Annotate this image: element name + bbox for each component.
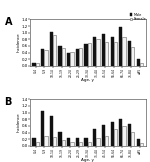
- Bar: [88, 43, 91, 66]
- Bar: [32, 63, 36, 66]
- Bar: [114, 129, 117, 146]
- Bar: [50, 32, 53, 66]
- Bar: [136, 139, 140, 146]
- Bar: [32, 138, 36, 146]
- Bar: [62, 48, 65, 66]
- Bar: [93, 129, 96, 146]
- Bar: [58, 132, 62, 146]
- Bar: [102, 125, 105, 146]
- Bar: [102, 34, 105, 66]
- Bar: [119, 27, 123, 66]
- Bar: [53, 35, 56, 66]
- Text: B: B: [5, 97, 12, 107]
- Bar: [36, 142, 39, 146]
- Bar: [53, 137, 56, 146]
- Y-axis label: Incidence: Incidence: [16, 33, 20, 52]
- Bar: [111, 122, 114, 146]
- Bar: [140, 63, 143, 66]
- Bar: [88, 142, 91, 146]
- Bar: [79, 143, 82, 146]
- Bar: [36, 63, 39, 66]
- Bar: [41, 111, 44, 146]
- Bar: [76, 139, 79, 146]
- Bar: [41, 49, 44, 66]
- Bar: [58, 46, 62, 66]
- Bar: [128, 124, 131, 146]
- Bar: [128, 41, 131, 66]
- Bar: [131, 132, 134, 146]
- Text: A: A: [5, 17, 12, 27]
- Legend: Male, Female: Male, Female: [130, 13, 146, 21]
- Bar: [96, 39, 100, 66]
- Bar: [84, 44, 88, 66]
- Bar: [50, 116, 53, 146]
- Bar: [67, 138, 70, 146]
- Bar: [111, 37, 114, 66]
- Bar: [44, 136, 48, 146]
- Bar: [136, 59, 140, 66]
- Bar: [67, 53, 70, 66]
- Bar: [44, 50, 48, 66]
- Bar: [140, 143, 143, 146]
- X-axis label: Age, y: Age, y: [81, 158, 94, 162]
- Bar: [62, 140, 65, 146]
- Bar: [70, 52, 74, 66]
- Bar: [84, 138, 88, 146]
- Bar: [70, 142, 74, 146]
- Bar: [119, 119, 123, 146]
- Y-axis label: Incidence: Incidence: [16, 113, 20, 132]
- Bar: [96, 139, 100, 146]
- Bar: [76, 49, 79, 66]
- Bar: [123, 126, 126, 146]
- Bar: [105, 42, 108, 66]
- Bar: [105, 136, 108, 146]
- Bar: [114, 42, 117, 66]
- Bar: [93, 37, 96, 66]
- Bar: [131, 47, 134, 66]
- Bar: [123, 37, 126, 66]
- X-axis label: Age, y: Age, y: [81, 78, 94, 82]
- Bar: [79, 48, 82, 66]
